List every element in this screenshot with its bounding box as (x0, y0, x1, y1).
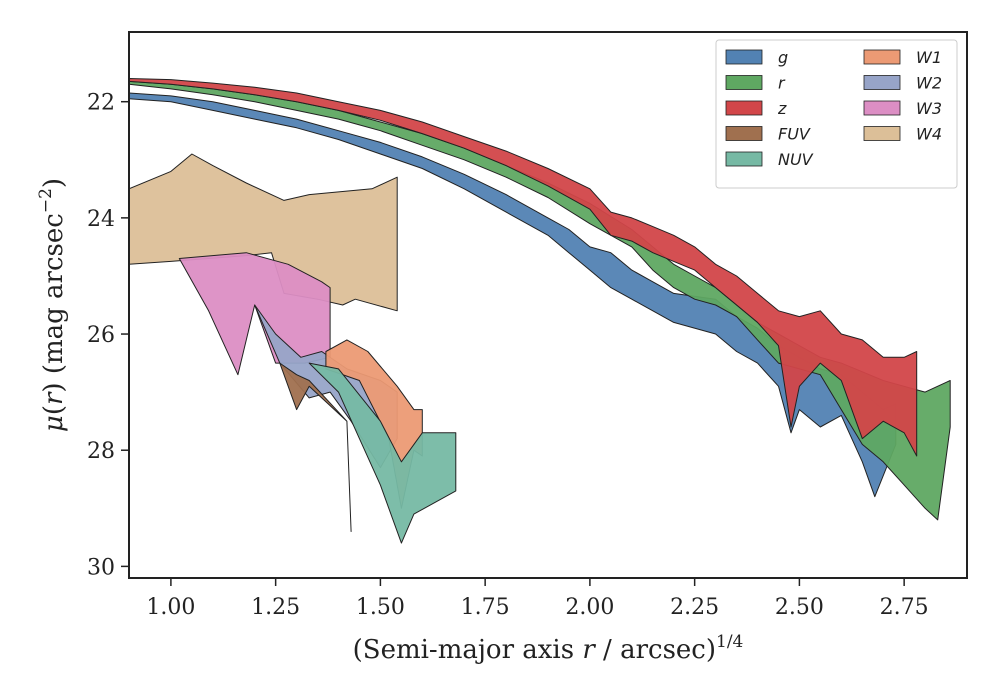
legend: grz FUV NUV W1 W2 W3 W4 (715, 39, 958, 189)
band-fuv (279, 362, 352, 532)
x-tick-label: 1.00 (146, 595, 195, 620)
legend-swatch-w2 (863, 75, 901, 90)
band-g (129, 92, 897, 498)
legend-label-fuv: FUV (778, 125, 811, 144)
y-tick-label: 26 (87, 323, 115, 348)
legend-swatch-z (725, 100, 763, 116)
x-axis-ticks: 1.00 1.25 1.50 1.75 2.00 2.25 2.50 2.75 (146, 578, 929, 620)
legend-label-w4: W4 (916, 125, 942, 144)
legend-label-w2: W2 (916, 74, 942, 93)
y-tick-label: 24 (87, 207, 115, 232)
x-tick-label: 2.75 (880, 595, 929, 620)
legend-swatch-w4 (863, 126, 901, 141)
legend-swatch-w3 (863, 100, 901, 116)
x-axis-label: (Semi-major axis r / arcsec)1/4 (353, 632, 744, 665)
legend-label-w3: W3 (916, 99, 942, 118)
legend-label-nuv: NUV (778, 150, 814, 169)
x-tick-label: 1.75 (461, 595, 510, 620)
legend-swatch-nuv (725, 151, 763, 167)
x-tick-label: 1.25 (251, 595, 300, 620)
y-axis-label: μ(r) (mag arcsec−2) (36, 178, 69, 432)
legend-label-r: r (778, 74, 786, 93)
x-tick-label: 2.50 (775, 595, 824, 620)
x-tick-label: 1.50 (356, 595, 405, 620)
legend-swatch-w1 (863, 49, 901, 65)
x-tick-label: 2.00 (565, 595, 614, 620)
x-tick-label: 2.25 (670, 595, 719, 620)
legend-label-w1: W1 (916, 48, 942, 67)
y-axis-ticks: 22 24 26 28 30 (87, 91, 129, 580)
band-z (129, 78, 918, 457)
legend-label-z: z (777, 99, 787, 118)
legend-swatch-fuv (725, 126, 763, 141)
legend-label-g: g (778, 48, 788, 67)
legend-swatch-g (725, 49, 763, 65)
y-tick-label: 28 (87, 439, 115, 464)
plot-frame (128, 31, 968, 579)
y-tick-label: 30 (87, 555, 115, 580)
profile-bands (129, 78, 951, 544)
band-nuv (308, 362, 457, 544)
legend-swatch-r (725, 75, 763, 90)
y-tick-label: 22 (87, 91, 115, 116)
